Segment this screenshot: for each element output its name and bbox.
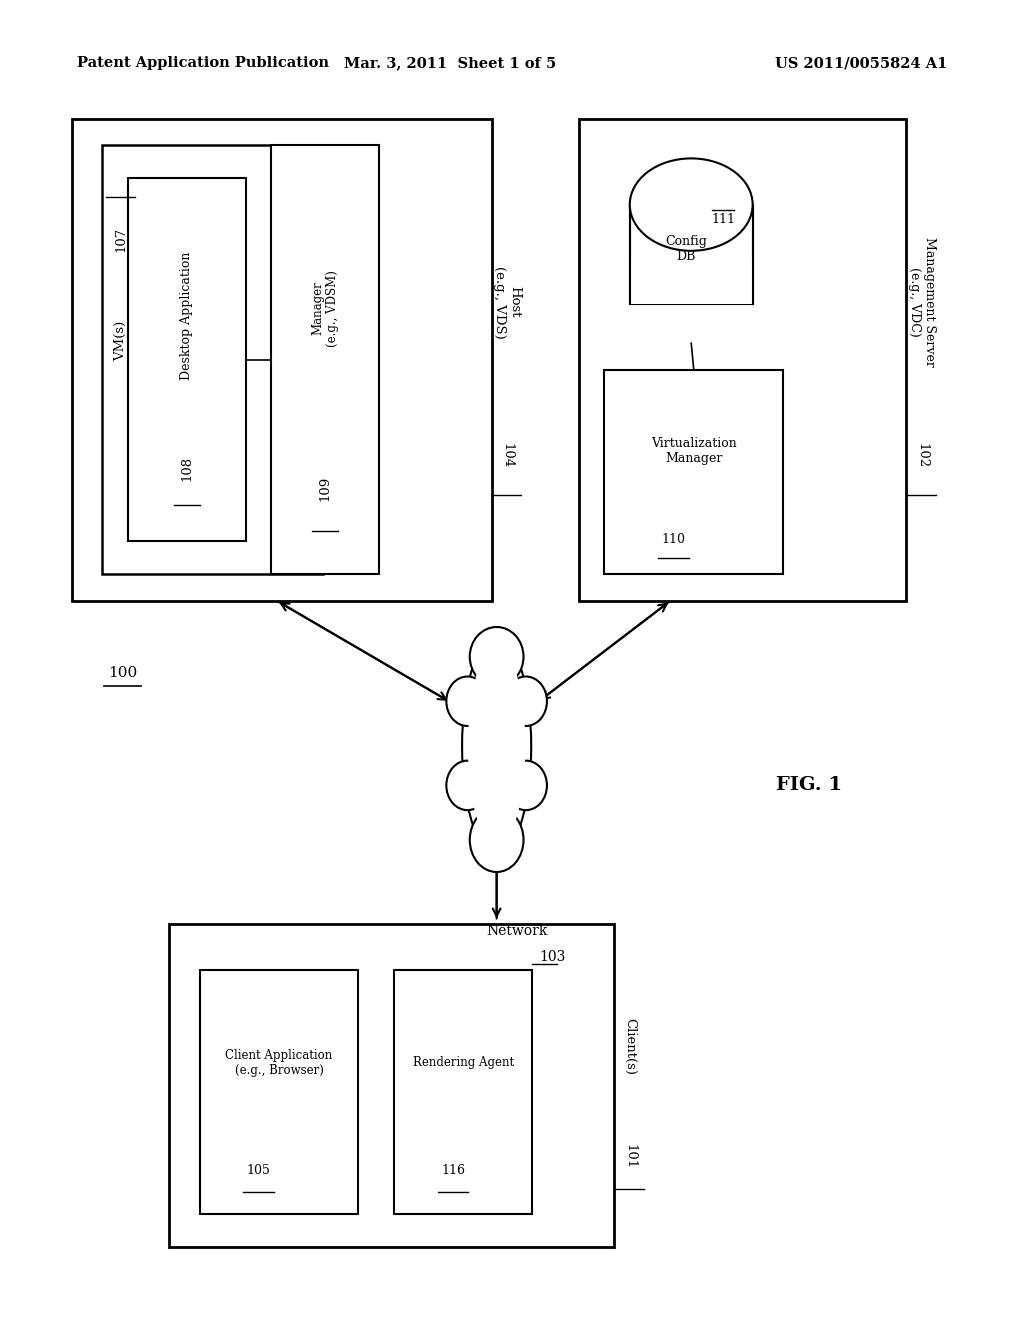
Text: 109: 109 xyxy=(318,475,332,502)
Text: Mar. 3, 2011  Sheet 1 of 5: Mar. 3, 2011 Sheet 1 of 5 xyxy=(344,57,557,70)
Bar xyxy=(630,205,753,304)
Text: 110: 110 xyxy=(662,533,685,546)
Bar xyxy=(271,145,379,574)
Text: Config
DB: Config DB xyxy=(666,235,707,263)
Text: 107: 107 xyxy=(115,227,127,252)
Ellipse shape xyxy=(470,627,523,686)
Text: US 2011/0055824 A1: US 2011/0055824 A1 xyxy=(775,57,947,70)
Ellipse shape xyxy=(446,760,488,810)
Bar xyxy=(579,119,906,601)
Ellipse shape xyxy=(630,158,753,251)
Text: Rendering Agent: Rendering Agent xyxy=(413,1056,514,1069)
Ellipse shape xyxy=(505,676,547,726)
Bar xyxy=(394,970,532,1214)
Ellipse shape xyxy=(470,808,523,873)
Ellipse shape xyxy=(477,805,516,855)
Text: Management Server
(e.g., VDC): Management Server (e.g., VDC) xyxy=(907,238,936,367)
Ellipse shape xyxy=(468,647,525,845)
Bar xyxy=(128,178,246,541)
Text: Client Application
(e.g., Browser): Client Application (e.g., Browser) xyxy=(225,1049,333,1077)
Text: 101: 101 xyxy=(624,1144,636,1170)
Text: 104: 104 xyxy=(501,444,513,469)
Ellipse shape xyxy=(462,636,531,855)
Text: Desktop Application: Desktop Application xyxy=(180,252,194,380)
Text: Host
(e.g., VDS): Host (e.g., VDS) xyxy=(493,265,521,338)
Text: VM(s): VM(s) xyxy=(115,315,127,360)
Ellipse shape xyxy=(505,760,547,810)
Text: 103: 103 xyxy=(540,950,566,965)
Bar xyxy=(200,970,358,1214)
Bar xyxy=(72,119,492,601)
Text: Patent Application Publication: Patent Application Publication xyxy=(77,57,329,70)
Text: Network: Network xyxy=(486,924,548,939)
Text: Client(s): Client(s) xyxy=(624,1019,636,1076)
Text: 111: 111 xyxy=(712,213,735,226)
Text: 100: 100 xyxy=(109,667,137,680)
Bar xyxy=(102,145,323,574)
Ellipse shape xyxy=(630,257,753,350)
Text: 116: 116 xyxy=(441,1164,465,1177)
Ellipse shape xyxy=(477,652,516,701)
Text: 102: 102 xyxy=(915,444,928,469)
Text: Virtualization
Manager: Virtualization Manager xyxy=(651,437,736,466)
Bar xyxy=(169,924,614,1247)
Text: FIG. 1: FIG. 1 xyxy=(776,776,842,795)
Text: 105: 105 xyxy=(247,1164,270,1177)
Text: 108: 108 xyxy=(180,455,194,482)
Bar xyxy=(630,257,753,304)
Bar xyxy=(604,370,783,574)
Ellipse shape xyxy=(446,676,488,726)
Text: Manager
(e.g., VDSM): Manager (e.g., VDSM) xyxy=(311,269,339,347)
